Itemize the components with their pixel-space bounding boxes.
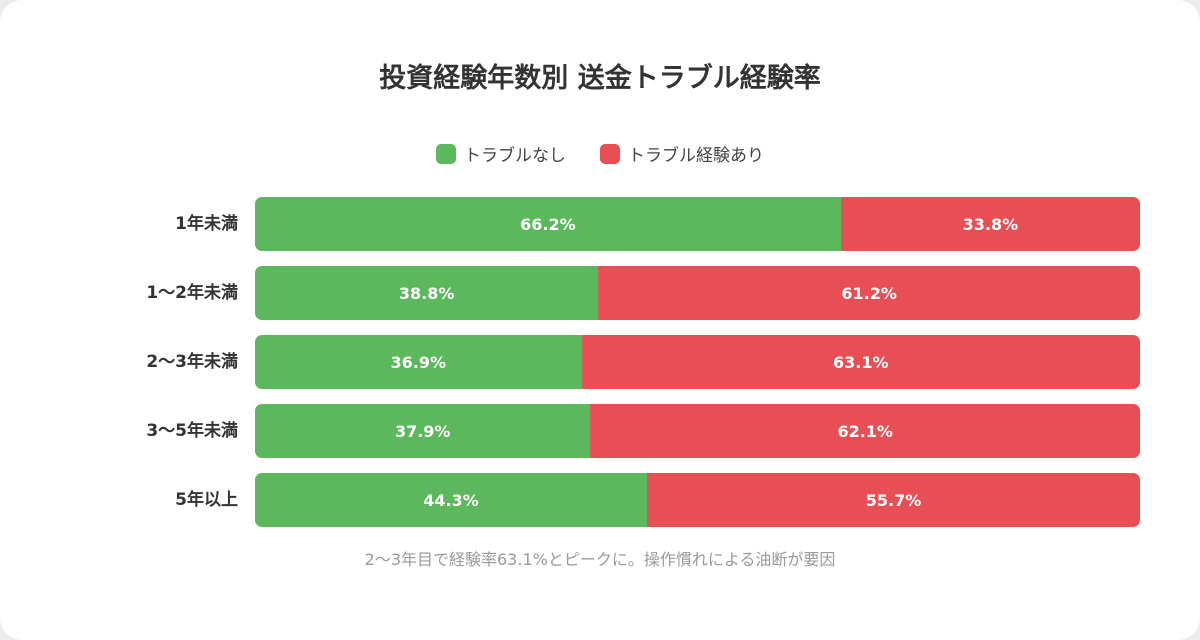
bar-row: 36.9% 63.1%	[255, 335, 1140, 389]
data-label: 44.3%	[423, 490, 479, 510]
legend-item-trouble[interactable]: トラブル経験あり	[600, 141, 764, 166]
data-label: 38.8%	[398, 283, 455, 303]
chart-title: 投資経験年数別 送金トラブル経験率	[379, 63, 821, 94]
category-label: 1年未満	[175, 214, 238, 234]
data-label: 63.1%	[833, 352, 889, 372]
bar-segment-no-trouble[interactable]: 36.9%	[255, 335, 582, 389]
legend-label-trouble: トラブル経験あり	[628, 146, 764, 166]
bar-segment-trouble[interactable]: 63.1%	[581, 335, 1140, 389]
bar-segment-trouble[interactable]: 33.8%	[840, 197, 1140, 251]
data-label: 61.2%	[841, 283, 897, 303]
bar-row: 38.8% 61.2%	[255, 266, 1140, 320]
data-label: 36.9%	[390, 352, 447, 372]
data-label: 33.8%	[962, 214, 1019, 234]
data-label: 62.1%	[837, 421, 893, 441]
bar-segment-no-trouble[interactable]: 37.9%	[255, 404, 591, 458]
category-label: 5年以上	[175, 490, 238, 510]
bar-row: 37.9% 62.1%	[255, 404, 1140, 458]
chart-caption: 2〜3年目で経験率63.1%とピークに。操作慣れによる油断が要因	[364, 550, 836, 569]
bar-row: 44.3% 55.7%	[255, 473, 1140, 527]
bar-segment-trouble[interactable]: 61.2%	[598, 266, 1140, 320]
bar-segment-trouble[interactable]: 55.7%	[647, 473, 1140, 527]
bar-segment-no-trouble[interactable]: 44.3%	[255, 473, 648, 527]
category-label: 3〜5年未満	[146, 421, 238, 441]
category-label: 2〜3年未満	[146, 352, 238, 372]
bar-segment-no-trouble[interactable]: 38.8%	[255, 266, 599, 320]
bar-segment-trouble[interactable]: 62.1%	[590, 404, 1140, 458]
data-label: 55.7%	[865, 490, 922, 510]
legend-swatch-trouble	[600, 143, 620, 164]
chart-legend: トラブルなし トラブル経験あり	[0, 141, 1200, 166]
bar-segment-no-trouble[interactable]: 66.2%	[255, 197, 841, 251]
legend-label-no-trouble: トラブルなし	[464, 146, 566, 166]
bar-row: 66.2% 33.8%	[255, 197, 1140, 251]
category-label: 1〜2年未満	[146, 283, 238, 303]
legend-item-no-trouble[interactable]: トラブルなし	[436, 141, 566, 166]
data-label: 37.9%	[394, 421, 451, 441]
legend-swatch-no-trouble	[436, 143, 456, 164]
data-label: 66.2%	[520, 214, 576, 234]
